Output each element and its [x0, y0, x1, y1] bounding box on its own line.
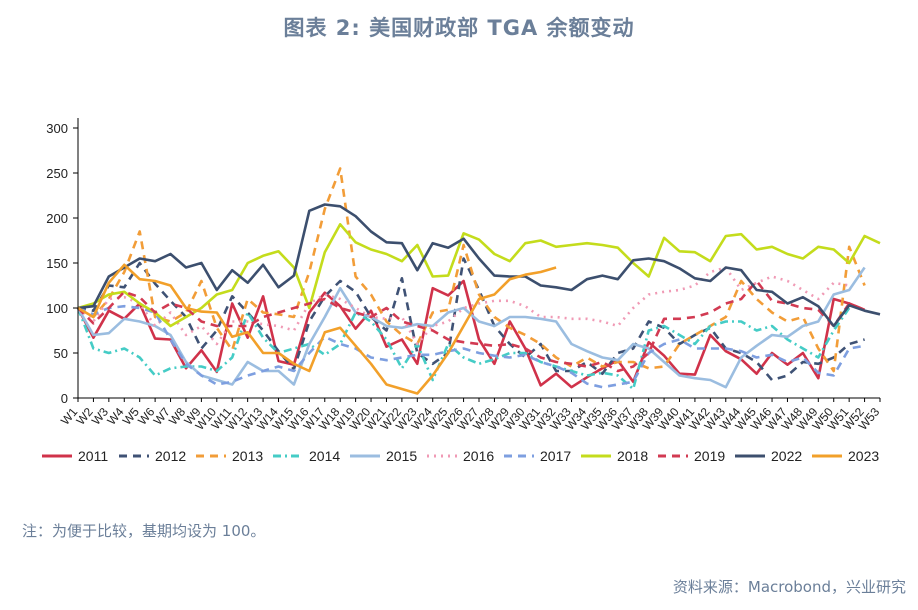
legend-label: 2015	[386, 448, 417, 464]
legend-item-2011: 2011	[42, 448, 108, 464]
line-chart: 0 50 100 150 200 250 300 W1W2W3W4W5W6W7W8W9W10…	[42, 118, 882, 464]
legend-label: 2016	[463, 448, 494, 464]
y-axis: 0 50 100 150 200 250 300	[46, 118, 79, 406]
legend-item-2012: 2012	[119, 448, 186, 464]
legend-item-2022: 2022	[735, 448, 802, 464]
y-tick-label: 100	[46, 301, 68, 316]
y-tick-label: 200	[46, 211, 68, 226]
series-line-2016	[77, 266, 850, 346]
legend-label: 2019	[694, 448, 725, 464]
chart-source: 资料来源：Macrobond，兴业研究	[672, 578, 906, 596]
legend-item-2023: 2023	[812, 448, 879, 464]
y-tick-label: 50	[54, 346, 68, 361]
legend-item-2013: 2013	[196, 448, 263, 464]
legend-label: 2014	[309, 448, 340, 464]
legend-item-2018: 2018	[581, 448, 648, 464]
legend-item-2014: 2014	[273, 448, 340, 464]
chart-title: 图表 2: 美国财政部 TGA 余额变动	[283, 16, 635, 40]
series-line-2022	[77, 203, 881, 328]
legend: 2011 2012 2013 2014 2015 2016 2017 2018 2019 2022…	[42, 448, 879, 464]
legend-label: 2017	[540, 448, 571, 464]
legend-label: 2013	[232, 448, 263, 464]
y-tick-label: 150	[46, 256, 68, 271]
series-line-2017	[77, 304, 865, 389]
legend-item-2019: 2019	[658, 448, 725, 464]
x-axis: W1W2W3W4W5W6W7W8W9W10W11W12W13W14W15W16W…	[58, 397, 882, 433]
series-line-2014	[76, 307, 851, 391]
series-line-2023	[77, 263, 557, 395]
chart-note: 注：为便于比较，基期均设为 100。	[22, 522, 266, 540]
legend-item-2017: 2017	[504, 448, 571, 464]
y-tick-label: 300	[46, 121, 68, 136]
y-tick-label: 250	[46, 166, 68, 181]
legend-label: 2012	[155, 448, 186, 464]
series-line-2012	[77, 257, 865, 382]
series-line-2018	[77, 223, 881, 328]
plot-area	[76, 167, 881, 395]
series-line-2019	[77, 279, 866, 373]
series-line-2015	[76, 266, 866, 389]
legend-label: 2018	[617, 448, 648, 464]
series-line-2013	[77, 167, 866, 373]
legend-label: 2023	[848, 448, 879, 464]
legend-label: 2011	[78, 448, 108, 464]
legend-label: 2022	[771, 448, 802, 464]
legend-item-2016: 2016	[427, 448, 494, 464]
legend-item-2015: 2015	[350, 448, 417, 464]
y-tick-label: 0	[61, 391, 68, 406]
